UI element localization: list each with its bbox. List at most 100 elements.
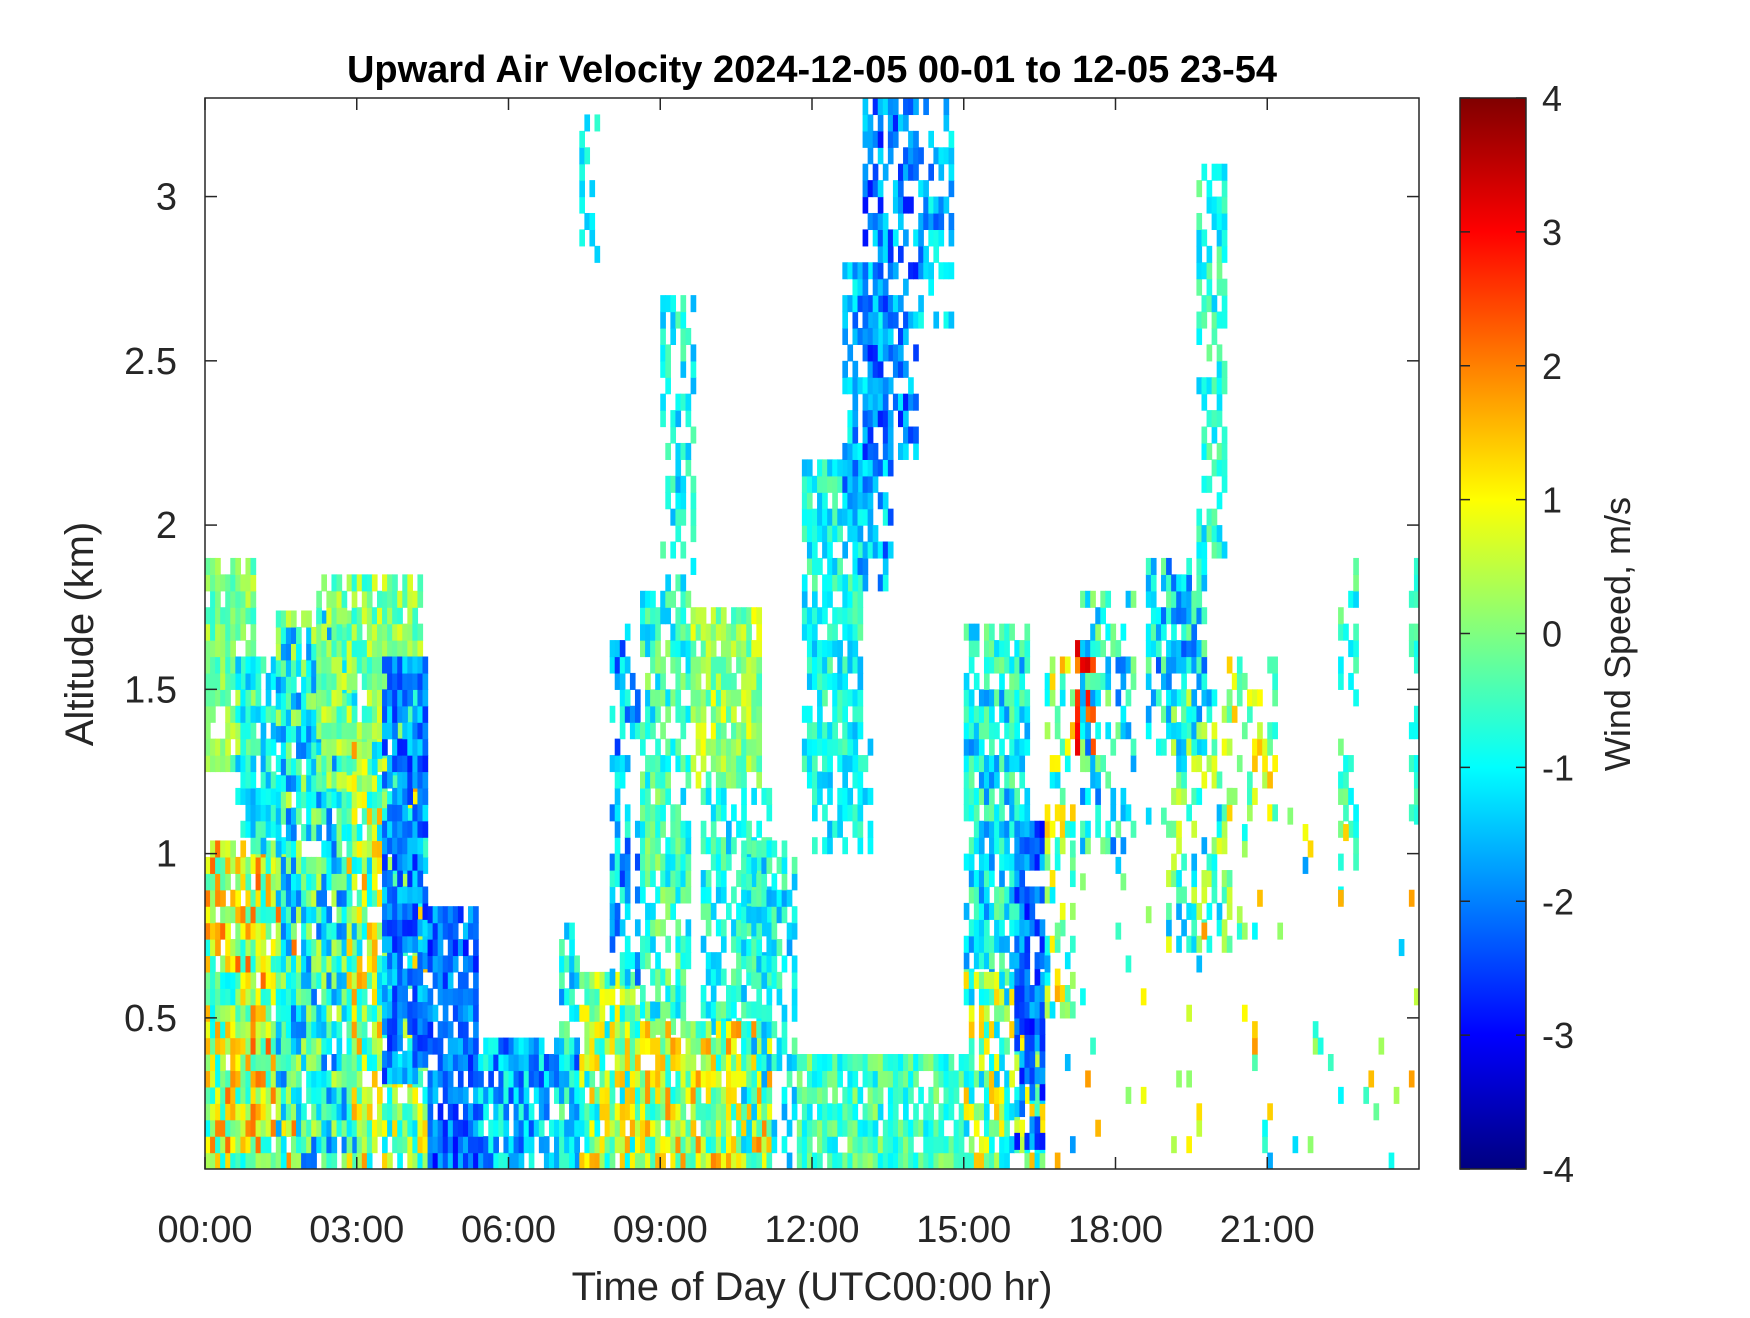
heatmap-cell xyxy=(720,837,727,855)
heatmap-cell xyxy=(1191,820,1198,838)
heatmap-cell xyxy=(852,1070,859,1088)
heatmap-cell xyxy=(371,705,378,723)
heatmap-cell xyxy=(235,873,242,891)
heatmap-cell xyxy=(1080,590,1086,608)
heatmap-cell xyxy=(801,459,808,477)
heatmap-cell xyxy=(270,873,277,891)
heatmap-cell xyxy=(882,1119,889,1137)
heatmap-cell xyxy=(220,623,226,641)
heatmap-cell xyxy=(827,771,833,789)
heatmap-cell xyxy=(786,939,793,957)
heatmap-cell xyxy=(852,410,859,428)
heatmap-cell xyxy=(245,889,252,907)
heatmap-cell xyxy=(948,130,955,148)
heatmap-cell xyxy=(1186,1070,1192,1088)
heatmap-cell xyxy=(250,889,257,907)
heatmap-cell xyxy=(1216,163,1223,181)
heatmap-cell xyxy=(655,968,661,986)
heatmap-cell xyxy=(1090,640,1096,658)
heatmap-cell xyxy=(250,705,257,723)
heatmap-cell xyxy=(1186,738,1192,756)
heatmap-cell xyxy=(862,1103,869,1121)
heatmap-cell xyxy=(837,804,843,822)
heatmap-cell xyxy=(655,771,661,789)
heatmap-cell xyxy=(1090,623,1096,641)
heatmap-cell xyxy=(230,889,236,907)
heatmap-cell xyxy=(205,906,211,924)
heatmap-cell xyxy=(371,824,378,842)
heatmap-cell xyxy=(609,886,616,904)
heatmap-cell xyxy=(1115,640,1122,658)
heatmap-cell xyxy=(887,1152,894,1169)
heatmap-cell xyxy=(1034,1017,1041,1035)
heatmap-cell xyxy=(285,643,292,661)
heatmap-cell xyxy=(311,807,317,825)
heatmap-cell xyxy=(614,870,621,888)
heatmap-cell xyxy=(847,410,854,428)
heatmap-cell xyxy=(973,1103,980,1121)
heatmap-cell xyxy=(1145,623,1152,641)
heatmap-cell xyxy=(1145,574,1152,592)
heatmap-cell xyxy=(963,1054,970,1072)
heatmap-cell xyxy=(275,1070,282,1088)
heatmap-cell xyxy=(978,919,985,937)
heatmap-cell xyxy=(989,722,995,740)
heatmap-cell xyxy=(356,640,363,658)
heatmap-cell xyxy=(872,1152,879,1169)
heatmap-cell xyxy=(887,377,894,395)
heatmap-cell xyxy=(882,98,889,116)
heatmap-cell xyxy=(468,922,474,940)
heatmap-cell xyxy=(1024,837,1031,855)
heatmap-cell xyxy=(356,656,363,674)
heatmap-cell xyxy=(877,1103,884,1121)
heatmap-cell xyxy=(655,1152,661,1169)
heatmap-cell xyxy=(968,1136,975,1154)
heatmap-cell xyxy=(417,1070,424,1088)
heatmap-cell xyxy=(1085,755,1091,773)
heatmap-cell xyxy=(1211,377,1218,395)
heatmap-cell xyxy=(1039,1050,1046,1068)
heatmap-cell xyxy=(640,771,646,789)
heatmap-cell xyxy=(235,1152,242,1169)
heatmap-cell xyxy=(670,1001,677,1019)
heatmap-cell xyxy=(801,508,808,526)
heatmap-cell xyxy=(235,971,242,989)
heatmap-cell xyxy=(361,840,368,858)
heatmap-cell xyxy=(700,820,707,838)
heatmap-cell xyxy=(225,672,231,690)
heatmap-cell xyxy=(301,824,307,842)
heatmap-cell xyxy=(933,229,940,247)
heatmap-cell xyxy=(432,1037,439,1055)
heatmap-cell xyxy=(468,1037,474,1055)
heatmap-cell xyxy=(275,626,282,644)
heatmap-cell xyxy=(407,807,413,825)
heatmap-cell xyxy=(265,955,272,973)
heatmap-cell xyxy=(265,922,272,940)
heatmap-cell xyxy=(923,1152,929,1169)
heatmap-cell xyxy=(629,952,636,970)
heatmap-cell xyxy=(680,327,687,345)
heatmap-cell xyxy=(599,971,606,989)
heatmap-cell xyxy=(670,1103,677,1121)
heatmap-cell xyxy=(245,640,252,658)
heatmap-cell xyxy=(1105,771,1112,789)
heatmap-cell xyxy=(255,787,262,805)
heatmap-cell xyxy=(361,1136,368,1154)
heatmap-cell xyxy=(923,180,929,198)
heatmap-cell xyxy=(882,459,889,477)
heatmap-cell xyxy=(655,886,661,904)
heatmap-cell xyxy=(336,1070,343,1088)
heatmap-cell xyxy=(685,1070,692,1088)
heatmap-cell xyxy=(882,1136,889,1154)
heatmap-cell xyxy=(371,623,378,641)
heatmap-cell xyxy=(604,1086,611,1104)
heatmap-cell xyxy=(700,623,707,641)
heatmap-cell xyxy=(994,689,1000,707)
heatmap-cell xyxy=(1034,1034,1041,1052)
heatmap-cell xyxy=(220,971,226,989)
heatmap-cell xyxy=(923,262,929,280)
heatmap-cell xyxy=(412,1017,419,1035)
heatmap-cell xyxy=(978,988,985,1006)
heatmap-cell xyxy=(392,755,398,773)
heatmap-cell xyxy=(1216,262,1223,280)
